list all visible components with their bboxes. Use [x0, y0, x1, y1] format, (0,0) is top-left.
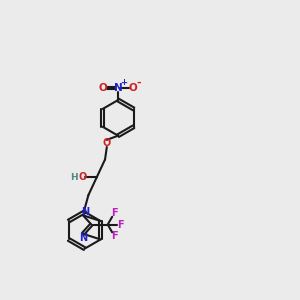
Text: F: F: [118, 220, 124, 230]
Text: +: +: [121, 78, 128, 87]
Text: O: O: [99, 83, 108, 93]
Text: N: N: [81, 207, 89, 218]
Text: N: N: [114, 83, 122, 93]
Text: O: O: [129, 83, 137, 93]
Text: H: H: [70, 173, 78, 182]
Text: O: O: [103, 138, 111, 148]
Text: F: F: [111, 208, 118, 218]
Text: -: -: [136, 78, 141, 88]
Text: O: O: [78, 172, 86, 182]
Text: F: F: [111, 231, 118, 241]
Text: N: N: [80, 233, 88, 243]
